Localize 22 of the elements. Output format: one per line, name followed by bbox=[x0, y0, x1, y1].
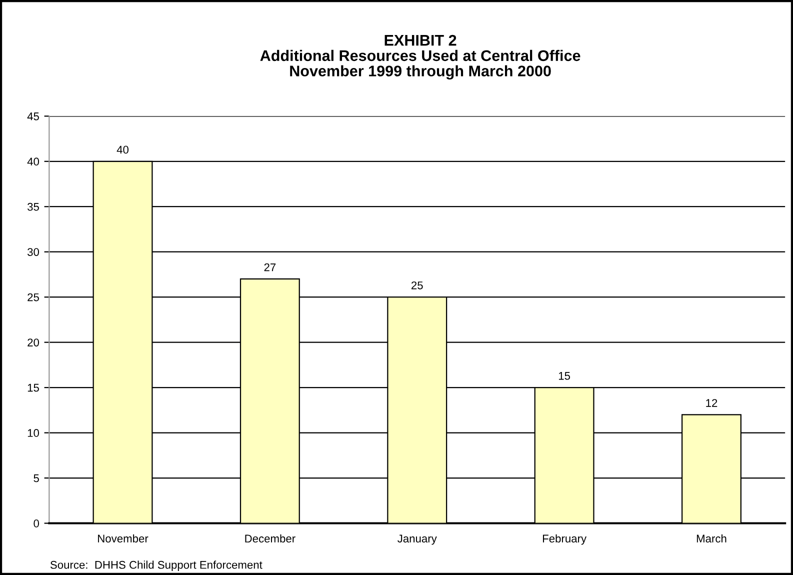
y-tick-label: 20 bbox=[28, 338, 40, 346]
x-tick-label: February bbox=[542, 534, 587, 545]
x-tick-label: December bbox=[245, 534, 296, 543]
y-tick-label: 30 bbox=[28, 248, 40, 256]
y-tick-label: 35 bbox=[28, 202, 39, 211]
data-label: 25 bbox=[412, 281, 423, 290]
y-tick-label: 40 bbox=[27, 158, 40, 166]
x-tick-label: November bbox=[98, 534, 148, 543]
data-label: 12 bbox=[706, 399, 718, 407]
chart-title: EXHIBIT 2 Additional Resources Used at Central Office November 1999 through March 2000 bbox=[260, 34, 580, 80]
y-tick-label: 0 bbox=[34, 520, 40, 528]
y-tick-label: 10 bbox=[28, 429, 40, 437]
y-tick-label: 45 bbox=[27, 112, 39, 120]
y-tick-label: 15 bbox=[28, 384, 39, 392]
data-label: 40 bbox=[116, 146, 128, 154]
source-note: Source: DHHS Child Support Enforcement bbox=[50, 560, 262, 571]
x-tick-label: January bbox=[398, 534, 437, 545]
data-label: 15 bbox=[558, 372, 570, 380]
data-label: 27 bbox=[264, 263, 276, 272]
x-tick-label: March bbox=[696, 534, 726, 543]
y-tick-label: 5 bbox=[34, 474, 39, 482]
y-tick-label: 25 bbox=[28, 293, 39, 302]
